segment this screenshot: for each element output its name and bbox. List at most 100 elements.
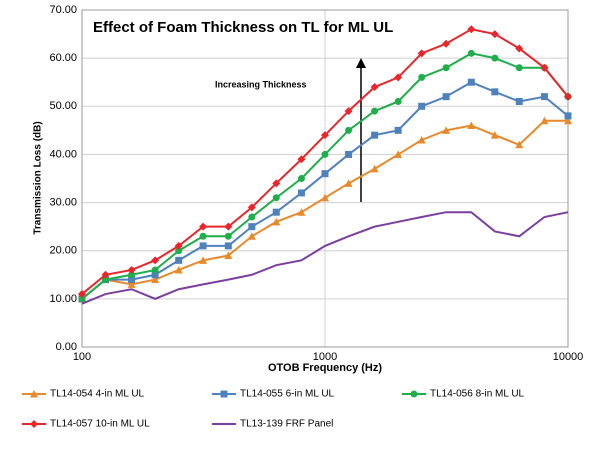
chart-title: Effect of Foam Thickness on TL for ML UL xyxy=(93,19,393,36)
marker xyxy=(151,275,160,284)
marker xyxy=(224,232,232,240)
legend-marker xyxy=(410,390,418,398)
marker xyxy=(370,164,379,173)
legend-item: TL14-057 10-in ML UL xyxy=(22,419,150,430)
marker xyxy=(272,208,280,216)
marker xyxy=(418,73,426,81)
marker xyxy=(224,251,233,260)
marker xyxy=(175,256,183,264)
marker xyxy=(515,44,524,53)
marker xyxy=(394,97,402,105)
marker xyxy=(540,116,549,125)
marker xyxy=(490,30,499,39)
series xyxy=(78,25,572,299)
marker xyxy=(371,107,379,115)
marker xyxy=(417,135,426,144)
marker xyxy=(128,271,136,279)
marker xyxy=(394,126,402,134)
series xyxy=(78,78,572,303)
legend-marker xyxy=(30,390,38,398)
marker xyxy=(175,247,183,255)
marker xyxy=(127,265,136,274)
marker xyxy=(540,63,549,72)
marker xyxy=(345,150,353,158)
marker xyxy=(418,102,426,110)
marker xyxy=(515,97,523,105)
arrow-head xyxy=(356,58,366,68)
marker xyxy=(321,131,329,140)
legend-label: TL14-057 10-in ML UL xyxy=(50,419,150,430)
x-tick-label: 1000 xyxy=(313,351,337,363)
marker xyxy=(344,107,353,116)
marker xyxy=(345,126,353,134)
series xyxy=(81,211,569,305)
y-tick-label: 0.00 xyxy=(56,341,77,353)
marker xyxy=(564,112,572,120)
marker xyxy=(272,217,281,226)
marker xyxy=(321,150,329,158)
marker xyxy=(442,93,450,101)
marker xyxy=(371,131,379,139)
marker xyxy=(540,93,548,101)
marker xyxy=(224,242,232,250)
marker xyxy=(174,265,183,274)
marker xyxy=(467,49,475,57)
legend-item: TL14-055 6-in ML UL xyxy=(212,389,335,400)
marker xyxy=(442,64,450,72)
x-tick-label: 10000 xyxy=(553,351,584,363)
marker xyxy=(272,179,281,188)
legend-item: TL13-139 FRF Panel xyxy=(212,419,333,430)
legend-label: TL14-056 8-in ML UL xyxy=(430,389,525,400)
marker xyxy=(101,270,110,279)
marker xyxy=(417,49,426,58)
legend-item: TL14-054 4-in ML UL xyxy=(22,389,145,400)
y-tick-label: 50.00 xyxy=(49,100,77,112)
marker xyxy=(127,280,136,288)
marker xyxy=(394,150,403,158)
marker xyxy=(515,140,524,149)
marker xyxy=(297,208,306,216)
marker xyxy=(491,54,499,62)
marker xyxy=(151,266,159,274)
marker xyxy=(297,175,305,182)
marker xyxy=(78,295,86,303)
marker xyxy=(467,121,476,130)
marker xyxy=(102,276,110,284)
marker xyxy=(515,64,523,72)
marker xyxy=(344,179,353,187)
plot-border xyxy=(81,9,569,348)
legend-marker xyxy=(30,420,38,428)
marker xyxy=(248,213,256,221)
marker xyxy=(370,83,379,92)
marker xyxy=(394,73,403,82)
marker xyxy=(321,170,329,178)
marker xyxy=(564,116,572,125)
x-axis-label: OTOB Frequency (Hz) xyxy=(268,362,382,374)
y-tick-label: 30.00 xyxy=(49,196,77,208)
marker xyxy=(247,232,256,240)
marker xyxy=(467,78,475,86)
y-tick-label: 60.00 xyxy=(49,52,77,64)
marker xyxy=(490,131,499,139)
marker xyxy=(442,39,451,48)
marker xyxy=(491,88,499,96)
marker xyxy=(128,276,136,284)
marker xyxy=(272,194,280,202)
marker xyxy=(199,242,207,250)
y-tick-label: 10.00 xyxy=(49,293,77,305)
marker xyxy=(78,290,86,299)
legend-label: TL13-139 FRF Panel xyxy=(240,419,333,430)
y-tick-label: 70.00 xyxy=(49,4,77,16)
x-tick-label: 100 xyxy=(73,351,91,363)
marker xyxy=(174,241,183,250)
marker xyxy=(199,222,208,231)
legend-label: TL14-054 4-in ML UL xyxy=(50,389,145,400)
legend-marker xyxy=(220,390,228,398)
marker xyxy=(151,271,159,279)
marker xyxy=(248,223,256,231)
marker xyxy=(199,232,207,240)
marker xyxy=(467,25,476,34)
marker xyxy=(321,193,329,202)
